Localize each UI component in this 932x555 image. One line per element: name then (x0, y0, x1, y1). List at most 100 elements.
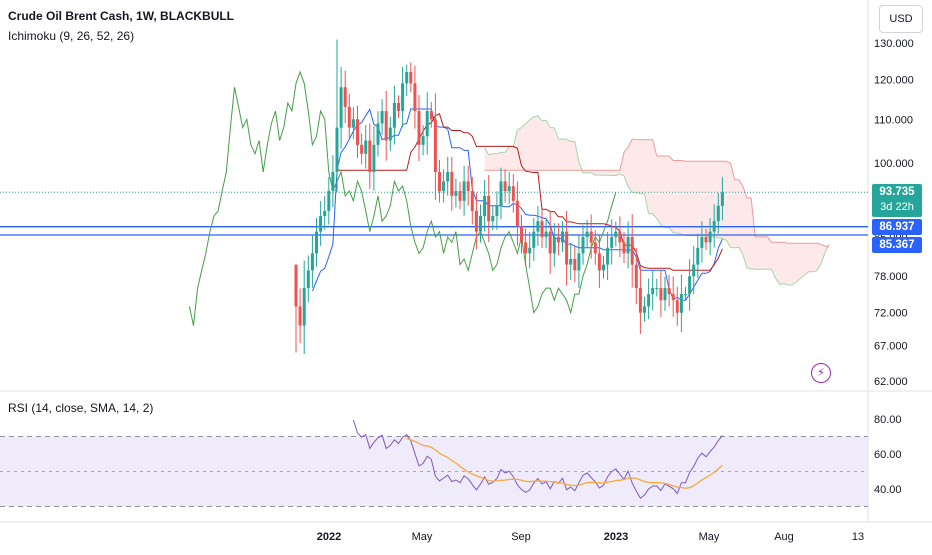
candle-body (495, 205, 499, 216)
candle-body (413, 83, 417, 112)
candle (659, 270, 663, 317)
candle-body (483, 195, 487, 216)
candle (429, 101, 433, 128)
candle (692, 246, 696, 294)
candle (626, 221, 630, 269)
candle-body (675, 300, 679, 313)
ichimoku-legend[interactable]: Ichimoku (9, 26, 52, 26) (8, 29, 135, 43)
candle-body (524, 242, 528, 254)
candle (688, 259, 692, 311)
candle-body (511, 186, 515, 201)
candle-body (659, 288, 663, 301)
candle (470, 176, 474, 225)
price-axis-label: 72.000 (874, 308, 908, 320)
rsi-axis-label: 60.00 (874, 449, 902, 461)
candle-body (630, 236, 634, 265)
candle (602, 255, 605, 279)
candle-body (688, 276, 692, 295)
candle (532, 218, 536, 261)
candle (298, 288, 302, 344)
candle-body (454, 191, 458, 196)
candle-body (433, 119, 437, 172)
candle-body (528, 247, 532, 254)
candle (331, 155, 335, 208)
candle-body (474, 210, 478, 232)
candle-body (552, 236, 556, 254)
candle (606, 231, 610, 281)
candle (409, 62, 413, 93)
candle-body (335, 127, 339, 172)
candle (618, 216, 622, 258)
candle-body (561, 231, 564, 243)
candle-body (466, 181, 470, 192)
candle-body (339, 87, 343, 128)
candle-body (696, 247, 700, 265)
candle-body (507, 186, 511, 192)
candle (511, 173, 515, 213)
currency-button[interactable]: USD (879, 5, 923, 33)
candle-body (573, 258, 577, 271)
candle-body (450, 171, 454, 196)
candle (675, 286, 679, 326)
candle-body (720, 192, 724, 206)
candle (438, 160, 441, 203)
hline-lower-tag: 85.367 (872, 237, 922, 253)
candle (647, 278, 651, 320)
time-axis-label: 13 (852, 531, 864, 543)
candle-body (372, 144, 376, 172)
candle (306, 255, 310, 303)
candle (638, 266, 642, 335)
candle (479, 204, 482, 243)
candle (503, 169, 507, 203)
candle-body (651, 288, 655, 295)
candle-body (429, 111, 433, 120)
lightning-icon[interactable]: ⚡ (811, 363, 831, 383)
candle-body (643, 306, 646, 313)
candle (392, 85, 396, 145)
candle-body (343, 87, 347, 107)
candle-body (647, 294, 651, 307)
candle-body (602, 264, 605, 271)
time-axis-label: May (699, 531, 720, 543)
candle-body (323, 210, 327, 216)
candle (347, 93, 351, 141)
rsi-legend[interactable]: RSI (14, close, SMA, 14, 2) (8, 401, 154, 415)
hline-upper-tag: 86.937 (872, 219, 922, 235)
ichimoku-span-a (484, 115, 830, 286)
candle (446, 156, 450, 196)
candle (343, 70, 347, 124)
candle (585, 219, 589, 248)
candle (487, 175, 491, 242)
candle-body (331, 171, 335, 192)
candle (495, 191, 499, 230)
candle (372, 126, 376, 191)
countdown-timer: 3d 22h (880, 201, 914, 213)
candle (450, 156, 454, 211)
candle-body (708, 231, 712, 243)
candle-body (310, 253, 314, 271)
candle-body (585, 231, 589, 237)
candle (413, 65, 417, 129)
candle-body (704, 236, 708, 243)
candle-body (315, 231, 318, 254)
candle-body (306, 270, 310, 289)
candle (544, 219, 548, 248)
rsi-pane (0, 419, 868, 507)
candle-body (446, 171, 450, 182)
candle (667, 274, 671, 307)
candle (462, 165, 466, 216)
candle-body (421, 136, 425, 145)
candle (561, 221, 564, 252)
candle (643, 296, 646, 322)
candle-body (581, 236, 585, 254)
candle (622, 232, 626, 263)
candle-body (401, 83, 405, 112)
candle-body (356, 119, 359, 145)
candle-body (470, 191, 474, 211)
chart-title[interactable]: Crude Oil Brent Cash, 1W, BLACKBULL (8, 9, 235, 23)
candle-body (491, 215, 495, 222)
price-axis-label: 78.000 (874, 271, 908, 283)
candle-body (614, 231, 618, 237)
candle-body (663, 288, 667, 301)
